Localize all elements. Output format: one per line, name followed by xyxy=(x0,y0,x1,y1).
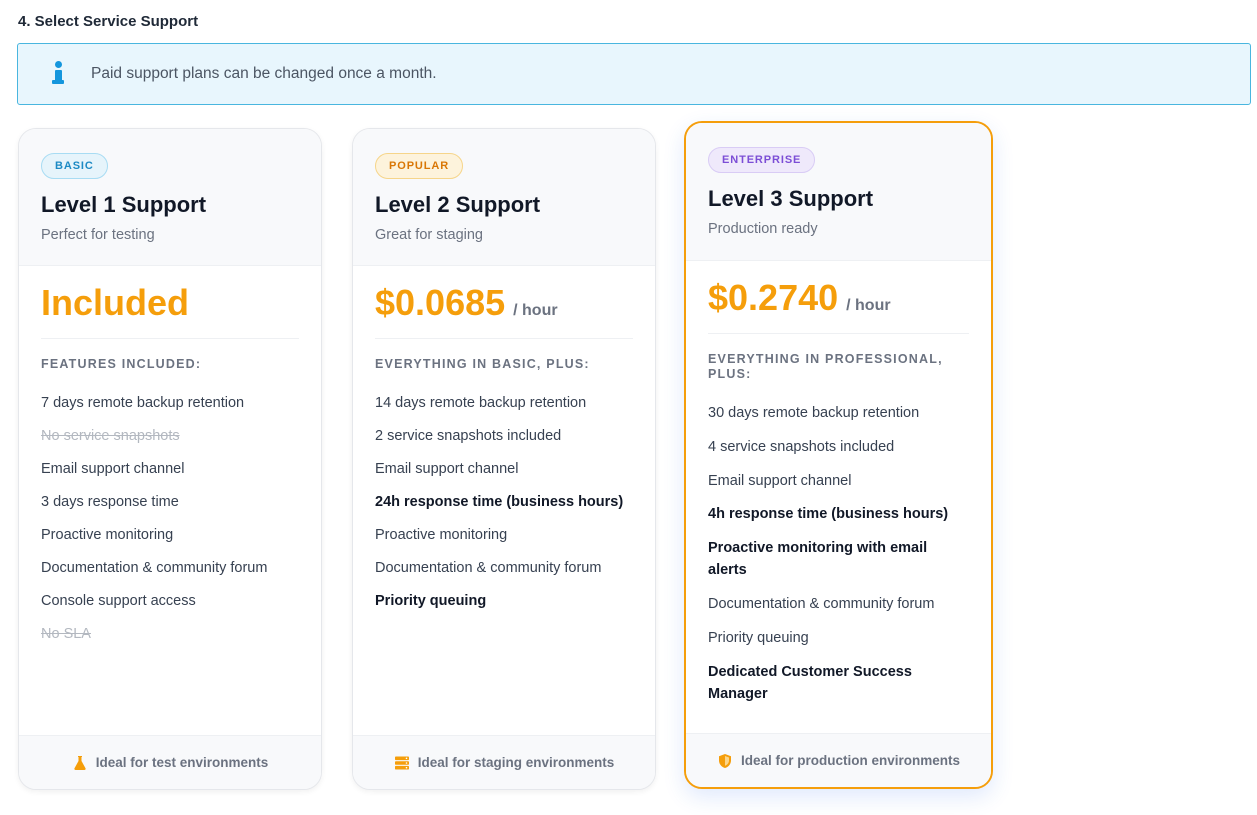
plan-footer: Ideal for production environments xyxy=(686,733,991,787)
plan-card-level-3[interactable]: ENTERPRISE Level 3 Support Production re… xyxy=(684,121,993,789)
footer-text: Ideal for production environments xyxy=(740,753,961,768)
feature-item: Email support channel xyxy=(708,472,852,489)
info-text: Paid support plans can be changed once a… xyxy=(91,65,437,82)
plan-card-level-2[interactable]: POPULAR Level 2 Support Great for stagin… xyxy=(352,128,656,790)
feature-item: 2 service snapshots included xyxy=(375,428,562,444)
feature-list: 14 days remote backup retention 2 servic… xyxy=(353,372,655,612)
feature-item-highlight: Dedicated Customer Success Manager xyxy=(708,663,912,702)
features-heading: FEATURES INCLUDED: xyxy=(41,357,202,371)
plan-badge: ENTERPRISE xyxy=(708,147,816,173)
plan-name: Level 3 Support xyxy=(708,186,874,211)
feature-item: 7 days remote backup retention xyxy=(41,395,245,411)
feature-item-excluded: No service snapshots xyxy=(41,428,180,444)
price-unit: / hour xyxy=(846,297,891,314)
feature-list: 7 days remote backup retention No servic… xyxy=(19,372,321,645)
info-icon xyxy=(51,59,69,89)
feature-item: Priority queuing xyxy=(708,629,809,646)
feature-item-highlight: 24h response time (business hours) xyxy=(375,494,624,510)
plan-subtitle: Great for staging xyxy=(375,227,483,243)
info-banner: Paid support plans can be changed once a… xyxy=(17,43,1251,105)
feature-item: Email support channel xyxy=(375,461,519,477)
footer-text: Ideal for staging environments xyxy=(417,755,615,770)
plan-name: Level 1 Support xyxy=(41,192,207,217)
server-icon xyxy=(394,756,409,769)
feature-item-excluded: No SLA xyxy=(41,626,91,642)
feature-item: 3 days response time xyxy=(41,494,179,510)
feature-item-highlight: Priority queuing xyxy=(375,593,487,609)
footer-text: Ideal for test environments xyxy=(95,755,269,770)
feature-item: Proactive monitoring xyxy=(41,527,174,543)
feature-item: 4 service snapshots included xyxy=(708,438,895,455)
flask-icon xyxy=(74,755,86,770)
shield-icon xyxy=(718,753,731,768)
feature-item-highlight: Proactive monitoring with email alerts xyxy=(708,540,928,579)
plan-subtitle: Production ready xyxy=(708,221,818,237)
plan-price: $0.2740 xyxy=(708,277,839,318)
plan-price: $0.0685 xyxy=(375,282,506,323)
feature-item: Documentation & community forum xyxy=(375,560,602,576)
plan-subtitle: Perfect for testing xyxy=(41,227,155,243)
plan-badge: POPULAR xyxy=(375,153,464,179)
feature-item: Documentation & community forum xyxy=(708,595,935,612)
feature-list: 30 days remote backup retention 4 servic… xyxy=(686,382,991,705)
feature-item-highlight: 4h response time (business hours) xyxy=(708,506,949,523)
plan-badge: BASIC xyxy=(41,153,108,179)
feature-item: 14 days remote backup retention xyxy=(375,395,587,411)
feature-item: Email support channel xyxy=(41,461,185,477)
feature-item: Proactive monitoring xyxy=(375,527,508,543)
section-title: 4. Select Service Support xyxy=(18,13,199,30)
features-heading: EVERYTHING IN BASIC, PLUS: xyxy=(375,357,590,371)
plan-name: Level 2 Support xyxy=(375,192,541,217)
feature-item: Documentation & community forum xyxy=(41,560,268,576)
plan-price: Included xyxy=(41,282,190,323)
feature-item: 30 days remote backup retention xyxy=(708,405,920,421)
plan-footer: Ideal for staging environments xyxy=(353,735,655,789)
features-heading: EVERYTHING IN PROFESSIONAL, PLUS: xyxy=(708,352,943,381)
plan-footer: Ideal for test environments xyxy=(19,735,321,789)
feature-item: Console support access xyxy=(41,593,196,609)
price-unit: / hour xyxy=(513,302,558,319)
plan-card-level-1[interactable]: BASIC Level 1 Support Perfect for testin… xyxy=(18,128,322,790)
